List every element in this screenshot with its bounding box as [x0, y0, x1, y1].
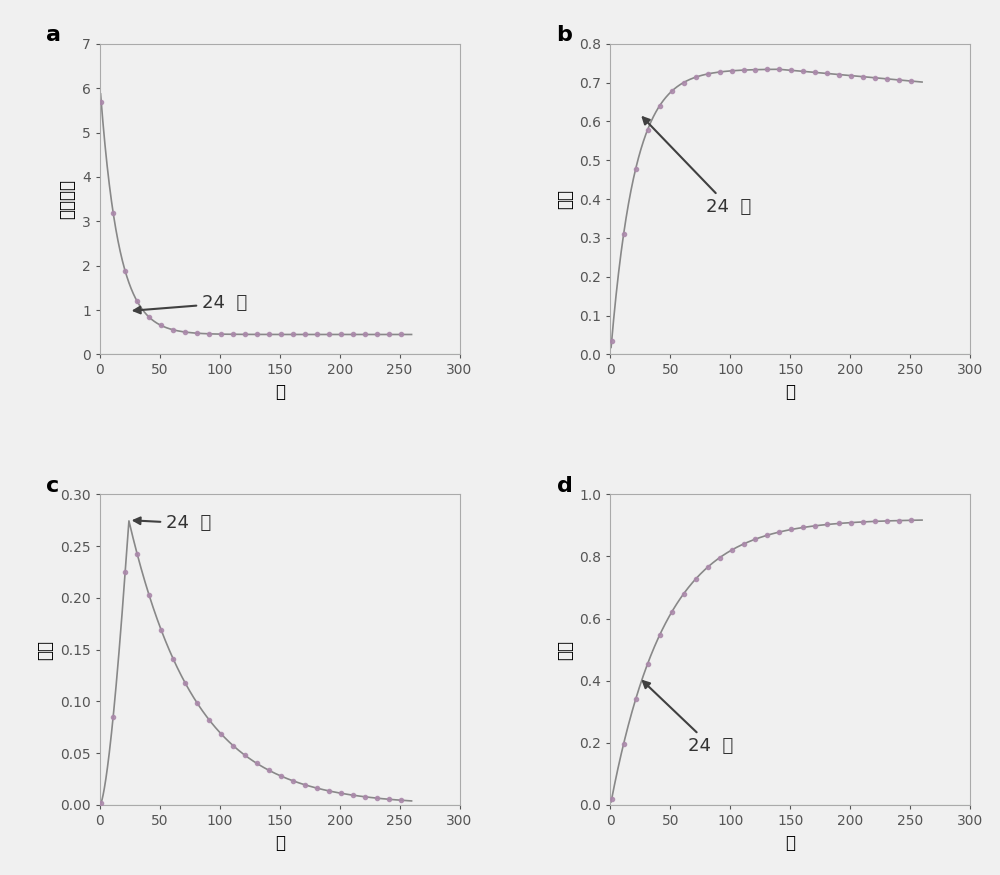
Text: 24  管: 24 管 — [643, 681, 734, 755]
Y-axis label: 频率: 频率 — [37, 640, 55, 660]
Text: 24  管: 24 管 — [643, 117, 752, 216]
Text: b: b — [557, 25, 572, 46]
Text: c: c — [46, 476, 59, 495]
Text: 24  管: 24 管 — [134, 294, 247, 313]
Y-axis label: 频率: 频率 — [556, 189, 574, 209]
Y-axis label: 频率: 频率 — [556, 640, 574, 660]
Text: a: a — [46, 25, 61, 46]
X-axis label: 管: 管 — [785, 383, 795, 401]
Text: d: d — [557, 476, 572, 495]
X-axis label: 管: 管 — [275, 383, 285, 401]
X-axis label: 管: 管 — [785, 834, 795, 851]
Y-axis label: 染色体数: 染色体数 — [59, 179, 77, 219]
X-axis label: 管: 管 — [275, 834, 285, 851]
Text: 24  管: 24 管 — [134, 514, 211, 532]
